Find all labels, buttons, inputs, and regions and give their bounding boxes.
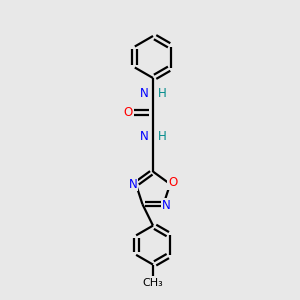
Text: O: O <box>123 106 132 119</box>
Text: H: H <box>158 87 166 100</box>
Text: CH₃: CH₃ <box>142 278 164 288</box>
Text: O: O <box>168 176 177 189</box>
Text: N: N <box>140 87 149 100</box>
Text: N: N <box>140 130 149 143</box>
Text: N: N <box>162 199 171 212</box>
Text: H: H <box>158 130 166 143</box>
Text: N: N <box>128 178 137 190</box>
